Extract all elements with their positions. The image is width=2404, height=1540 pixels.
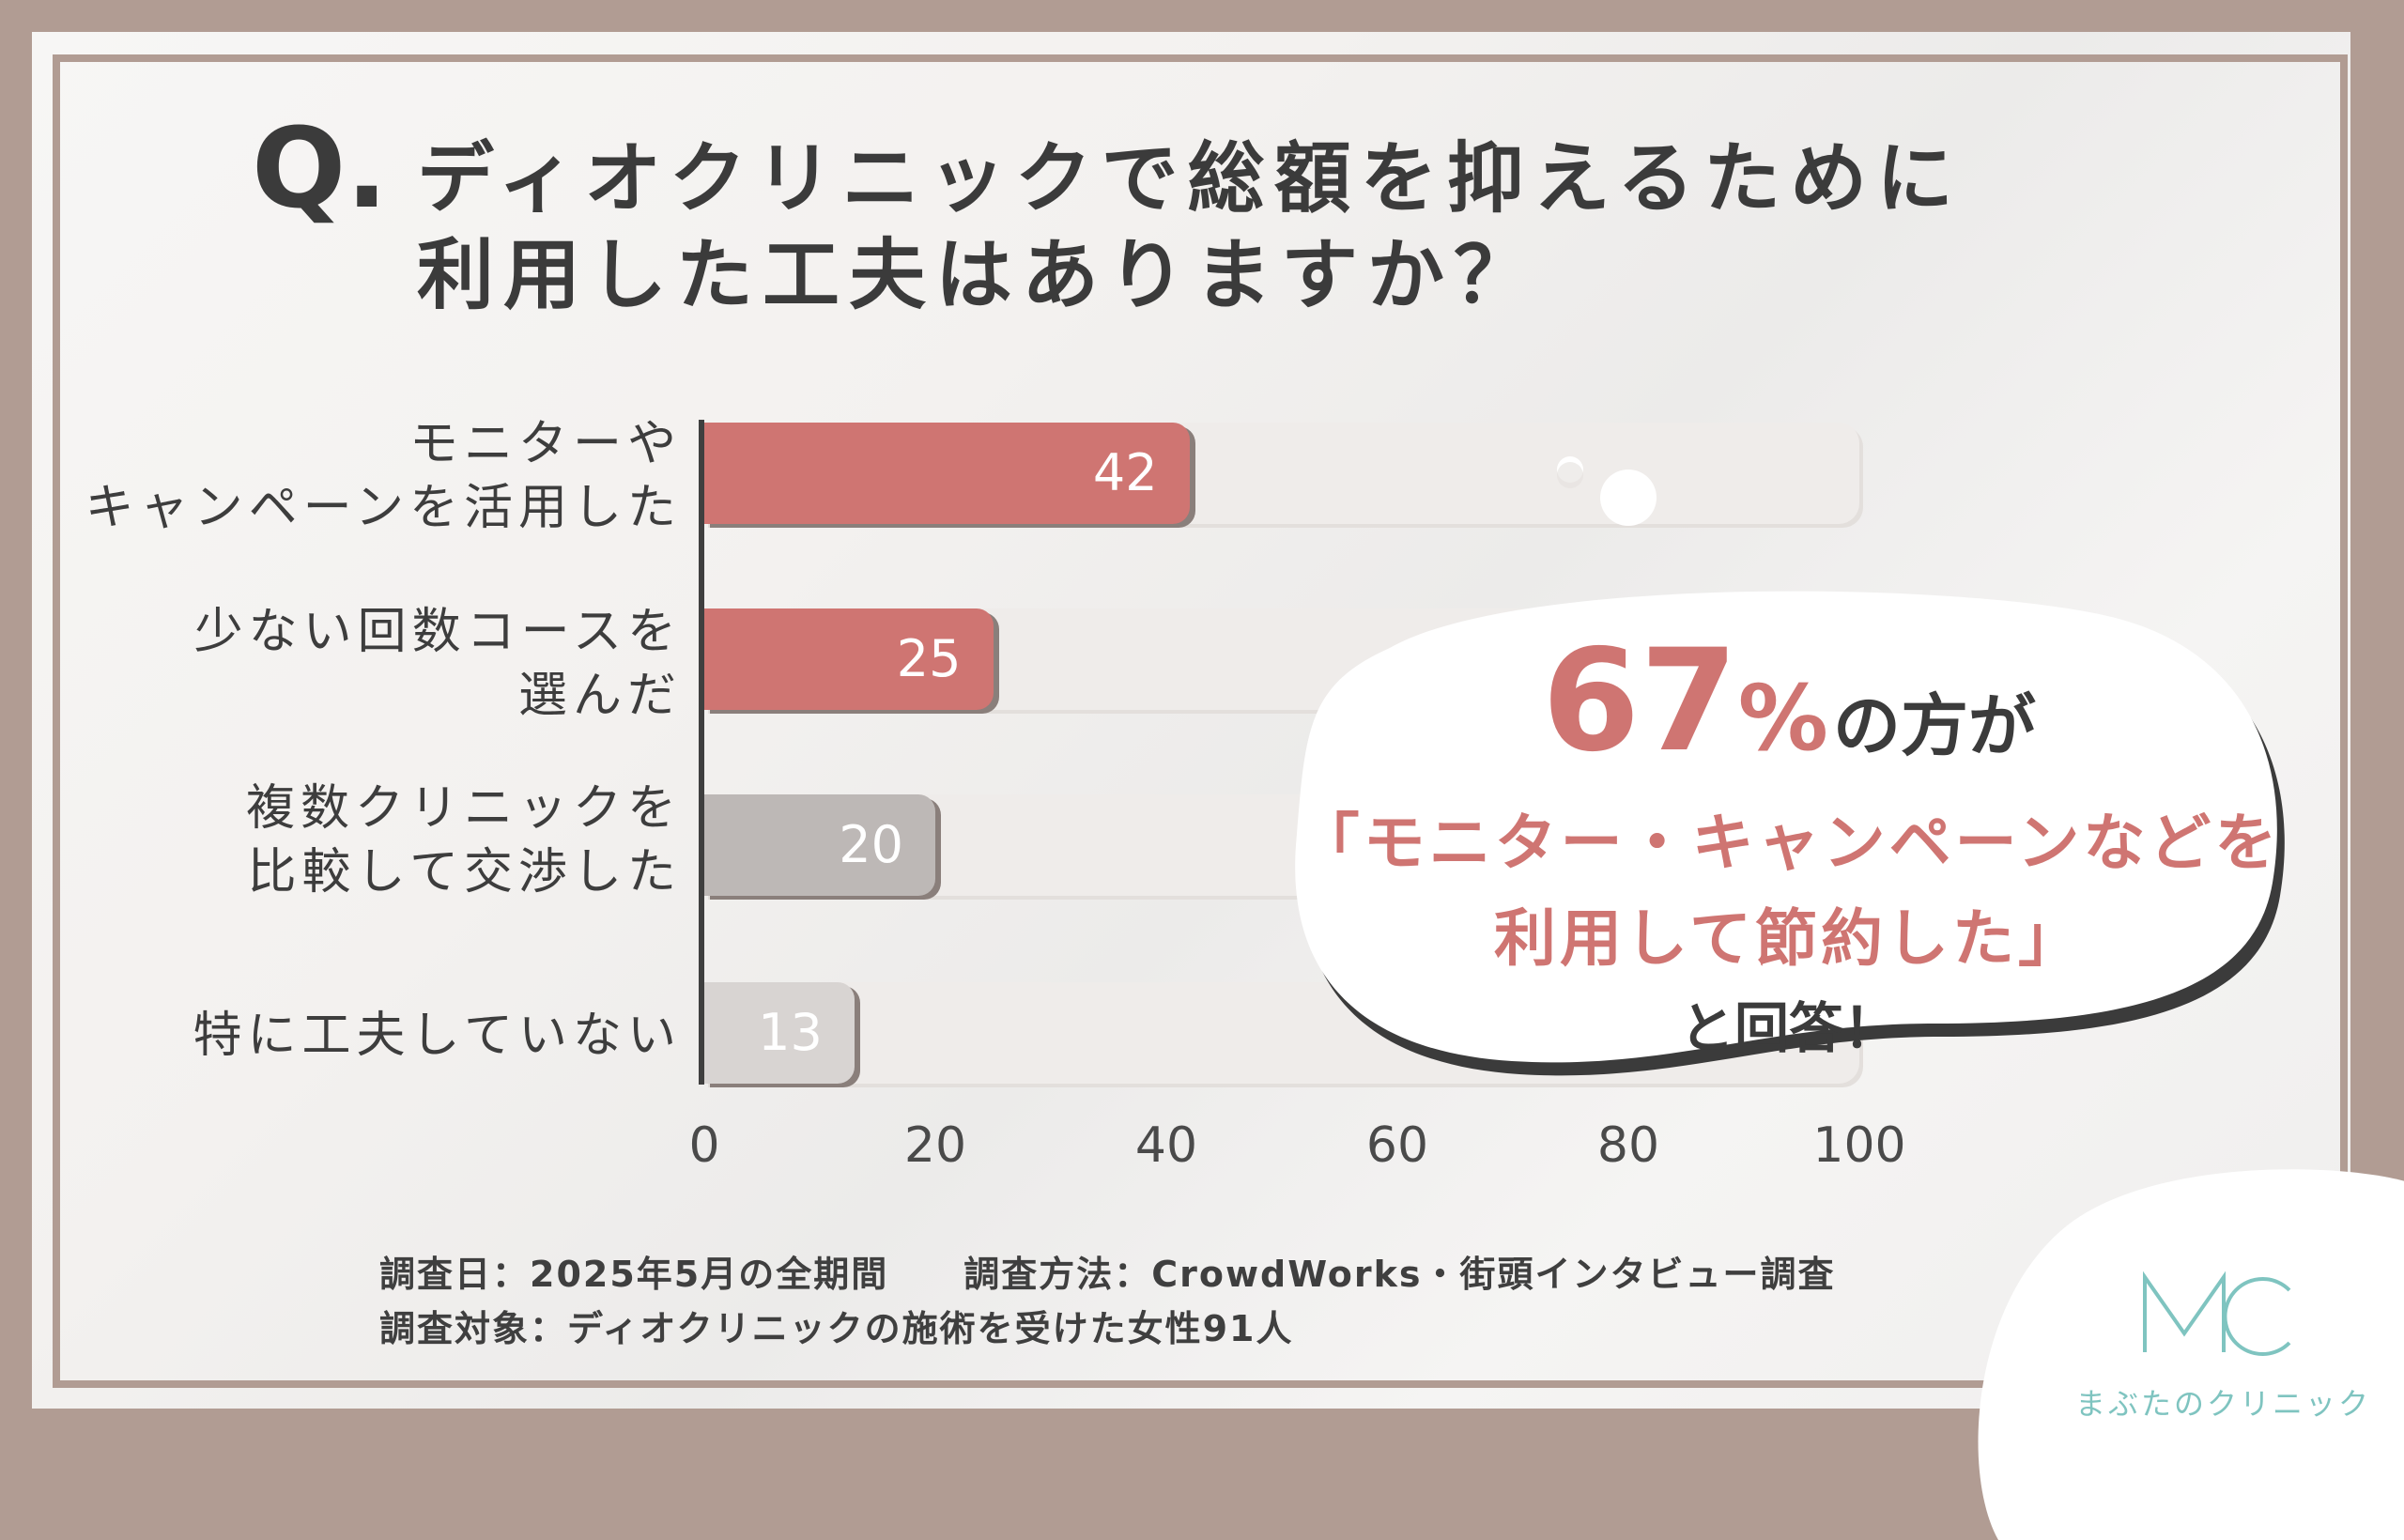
data-label: 20 xyxy=(839,815,903,874)
category-label: モニターや キャンペーンを活用した xyxy=(85,416,682,536)
callout-headline: 67% の方が xyxy=(1296,620,2282,783)
callout-quote-line-2: 利用して節約した」 xyxy=(1493,902,2085,975)
inner-frame xyxy=(53,54,2348,1388)
callout-tail: の方が xyxy=(1833,686,2037,765)
x-tick-label: 40 xyxy=(1134,1117,1198,1174)
question-mark-label: Q. xyxy=(252,103,389,233)
category-label: 特に工夫していない xyxy=(193,1008,682,1064)
page-title: ディオクリニックで総額を抑えるために 利用した工夫はありますか？ xyxy=(417,131,2248,324)
survey-info-line-1: 調査日：2025年5月の全期間 調査方法：CrowdWorks・街頭インタビュー… xyxy=(379,1254,1836,1295)
y-axis-line xyxy=(699,420,704,1085)
category-label: 少ない回数コースを 選んだ xyxy=(193,604,682,724)
category-label: 複数クリニックを 比較して交渉した xyxy=(245,780,682,901)
data-label: 13 xyxy=(758,1003,823,1062)
x-tick-label: 20 xyxy=(903,1117,967,1174)
callout-text: 67% の方が 「モニター・キャンペーンなどを 利用して節約した」 と回答！ xyxy=(1296,620,2282,1063)
data-label: 42 xyxy=(1092,443,1158,502)
title-line-2: 利用した工夫はありますか？ xyxy=(417,230,1541,320)
x-tick-label: 100 xyxy=(1812,1117,1906,1174)
callout-answer: と回答！ xyxy=(1679,996,1898,1060)
title-line-1: ディオクリニックで総額を抑えるために xyxy=(417,134,1964,223)
callout-quote-line-1: 「モニター・キャンペーンなどを xyxy=(1297,807,2281,879)
bar xyxy=(704,423,1190,524)
x-tick-label: 0 xyxy=(688,1117,720,1174)
droplet-decoration xyxy=(1557,456,1657,526)
logo-badge xyxy=(1978,1169,2404,1540)
bar xyxy=(704,794,935,896)
logo-monogram-icon xyxy=(2143,1270,2291,1356)
bar xyxy=(704,608,994,710)
data-label: 25 xyxy=(896,629,962,688)
bar xyxy=(704,982,855,1084)
callout-percent-sign: % xyxy=(1737,666,1828,771)
callout-percent: 67 xyxy=(1541,620,1738,783)
survey-info-line-2: 調査対象：ディオクリニックの施術を受けた女性91人 xyxy=(379,1308,1294,1349)
x-tick-label: 80 xyxy=(1596,1117,1660,1174)
logo-name: まぶたのクリニック xyxy=(2075,1386,2372,1422)
callout-bubble xyxy=(1295,591,2285,1076)
x-tick-label: 60 xyxy=(1365,1117,1429,1174)
